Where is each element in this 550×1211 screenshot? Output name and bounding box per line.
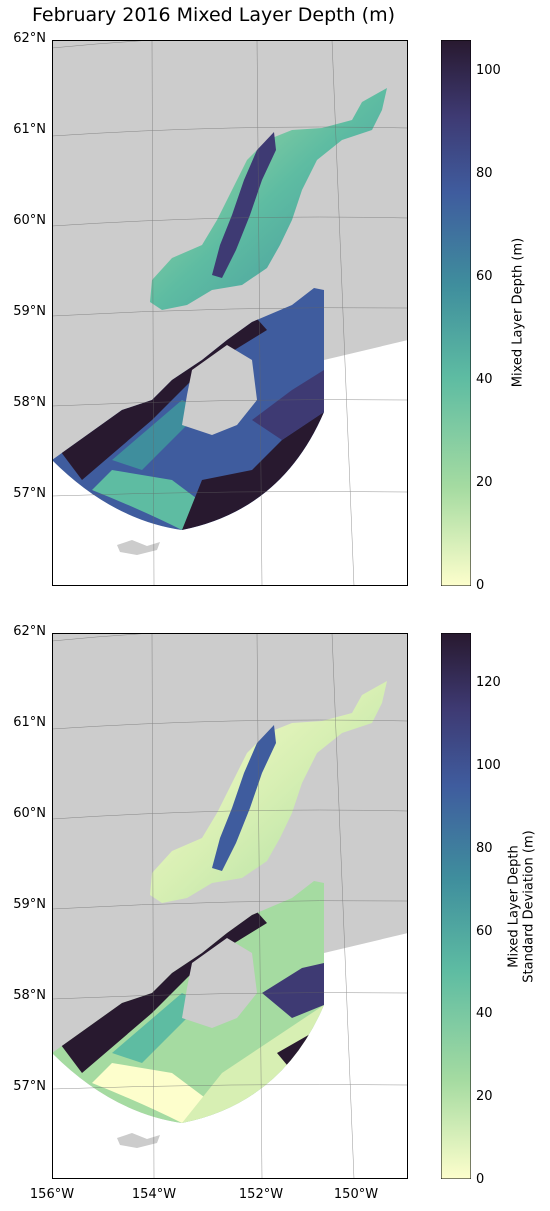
lat-tick-60-bottom: 60°N xyxy=(13,806,46,821)
lat-tick-58-top: 58°N xyxy=(13,395,46,410)
outside-domain xyxy=(52,340,408,586)
lat-tick-59-bottom: 59°N xyxy=(13,897,46,912)
lat-tick-58-bottom: 58°N xyxy=(13,988,46,1003)
graticule xyxy=(52,40,408,586)
colorbar-bottom-label-line1: Mixed Layer Depth xyxy=(506,845,522,968)
colorbar-bottom-tick-100: 100 xyxy=(476,758,501,773)
lat-tick-57-top: 57°N xyxy=(13,486,46,501)
lat-tick-57-bottom: 57°N xyxy=(13,1079,46,1094)
page-title: February 2016 Mixed Layer Depth (m) xyxy=(32,4,396,26)
colorbar-top-label: Mixed Layer Depth (m) xyxy=(510,237,526,388)
colorbar-top xyxy=(441,40,471,586)
kodiak-island xyxy=(182,345,257,435)
colorbar-top-tick-80: 80 xyxy=(476,166,493,181)
lat-tick-62-top: 62°N xyxy=(13,31,46,46)
lat-tick-59-top: 59°N xyxy=(13,304,46,319)
colorbar-bottom-tick-80: 80 xyxy=(476,841,493,856)
barren-islands xyxy=(117,540,160,555)
colorbar-top-tick-100: 100 xyxy=(476,63,501,78)
colorbar-top-tick-20: 20 xyxy=(476,475,493,490)
colorbar-bottom-tick-60: 60 xyxy=(476,924,493,939)
colorbar-bottom-tick-120: 120 xyxy=(476,675,501,690)
lat-tick-61-top: 61°N xyxy=(13,122,46,137)
map-panel-mixed-layer-depth xyxy=(52,40,408,586)
map-border xyxy=(52,40,408,586)
colorbar-top-tick-40: 40 xyxy=(476,372,493,387)
lon-tick-154: 154°W xyxy=(131,1187,177,1202)
lon-tick-152: 152°W xyxy=(238,1187,284,1202)
colorbar-top-tick-0: 0 xyxy=(476,578,485,593)
lat-tick-60-top: 60°N xyxy=(13,213,46,228)
lat-tick-62-bottom: 62°N xyxy=(13,624,46,639)
colorbar-bottom-label-line2: Standard Deviation (m) xyxy=(521,830,537,983)
cook-inlet-deep-channel xyxy=(212,132,276,278)
lon-tick-156: 156°W xyxy=(29,1187,75,1202)
colorbar-bottom xyxy=(441,633,471,1179)
lon-tick-150: 150°W xyxy=(333,1187,379,1202)
cook-inlet-upper xyxy=(150,88,387,310)
colorbar-bottom-tick-20: 20 xyxy=(476,1089,493,1104)
colorbar-bottom-tick-40: 40 xyxy=(476,1006,493,1021)
map-panel-mixed-layer-depth-std xyxy=(52,633,408,1179)
colorbar-bottom-tick-0: 0 xyxy=(476,1172,485,1187)
colorbar-top-tick-60: 60 xyxy=(476,269,493,284)
lat-tick-61-bottom: 61°N xyxy=(13,715,46,730)
